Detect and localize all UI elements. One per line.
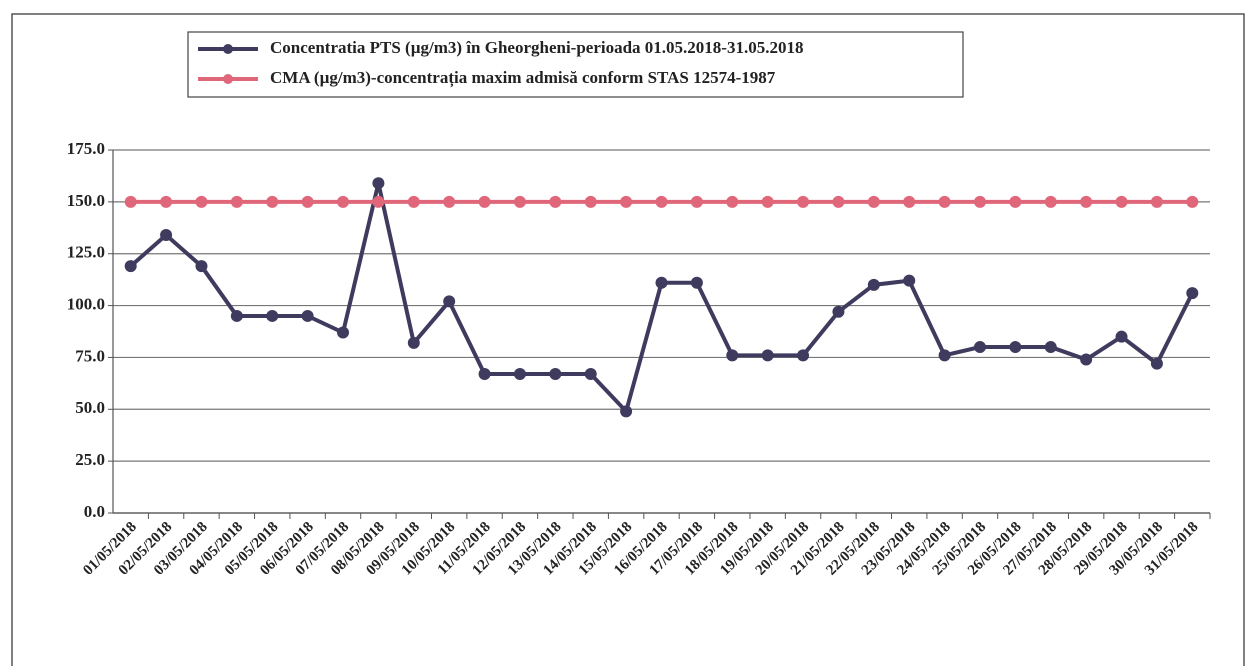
marker [549, 195, 562, 208]
y-tick-label: 50.0 [75, 398, 105, 417]
marker [903, 195, 916, 208]
marker [443, 295, 456, 308]
marker [1186, 195, 1199, 208]
legend [187, 31, 964, 98]
marker [938, 349, 951, 362]
marker [1080, 353, 1093, 366]
marker [549, 368, 562, 381]
legend-marker [223, 44, 233, 54]
marker [1150, 195, 1163, 208]
legend-label: Concentratia PTS (µg/m3) în Gheorgheni-p… [270, 38, 803, 57]
marker [513, 195, 526, 208]
marker [1009, 341, 1022, 354]
marker [761, 195, 774, 208]
marker [761, 349, 774, 362]
y-tick-label: 100.0 [67, 294, 105, 313]
marker [655, 195, 668, 208]
y-tick-label: 175.0 [67, 139, 105, 158]
legend-label: CMA (µg/m3)-concentrația maxim admisă co… [270, 68, 776, 88]
y-tick-label: 25.0 [75, 450, 105, 469]
marker [160, 195, 173, 208]
y-tick-label: 150.0 [67, 191, 105, 210]
marker [372, 177, 385, 190]
y-tick-label: 125.0 [67, 243, 105, 262]
marker [478, 195, 491, 208]
marker [372, 195, 385, 208]
marker [726, 349, 739, 362]
legend-marker [223, 74, 233, 84]
marker [797, 195, 810, 208]
marker [230, 195, 243, 208]
marker [973, 341, 986, 354]
marker [195, 195, 208, 208]
marker [832, 305, 845, 318]
marker [726, 195, 739, 208]
marker [478, 368, 491, 381]
marker [584, 195, 597, 208]
marker [1044, 341, 1057, 354]
marker [266, 309, 279, 322]
marker [1080, 195, 1093, 208]
marker [655, 276, 668, 289]
y-tick-label: 0.0 [84, 502, 105, 521]
marker [867, 278, 880, 291]
marker [903, 274, 916, 287]
marker [690, 195, 703, 208]
marker [301, 195, 314, 208]
marker [690, 276, 703, 289]
marker [195, 260, 208, 273]
marker [160, 229, 173, 242]
y-tick-label: 75.0 [75, 346, 105, 365]
marker [407, 336, 420, 349]
marker [407, 195, 420, 208]
marker [620, 195, 633, 208]
marker [938, 195, 951, 208]
marker [584, 368, 597, 381]
marker [1044, 195, 1057, 208]
marker [230, 309, 243, 322]
series-line [129, 182, 1195, 416]
marker [1186, 287, 1199, 300]
marker [797, 349, 810, 362]
marker [620, 405, 633, 418]
marker [1115, 195, 1128, 208]
marker [337, 326, 350, 339]
marker [513, 368, 526, 381]
marker [1115, 330, 1128, 343]
marker [266, 195, 279, 208]
marker [124, 195, 137, 208]
marker [1150, 357, 1163, 370]
marker [867, 195, 880, 208]
marker [1009, 195, 1022, 208]
marker [124, 260, 137, 273]
marker [832, 195, 845, 208]
marker [337, 195, 350, 208]
marker [973, 195, 986, 208]
chart-frame [11, 13, 1245, 666]
marker [301, 309, 314, 322]
marker [443, 195, 456, 208]
